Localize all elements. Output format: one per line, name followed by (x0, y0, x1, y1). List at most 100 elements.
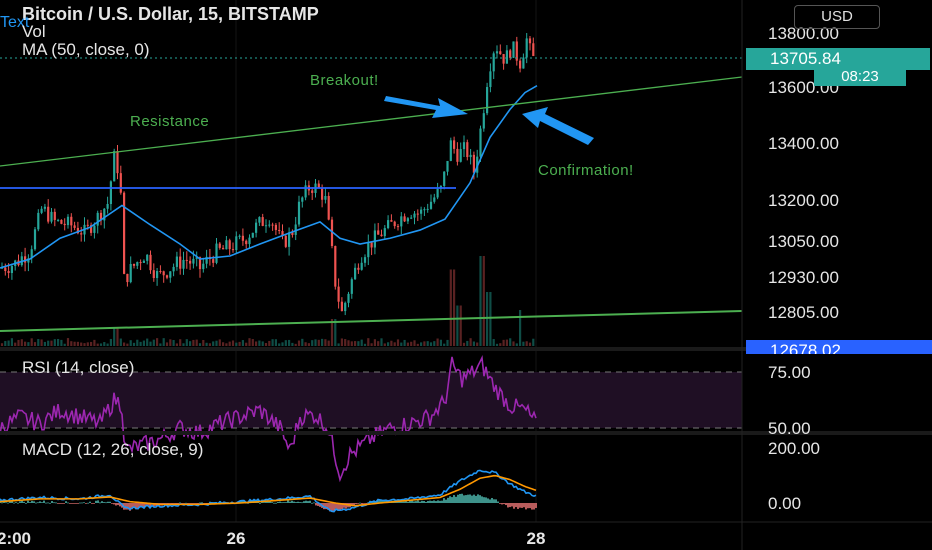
macd-histogram-bar (281, 502, 283, 504)
annotation-confirmation[interactable]: Confirmation! (538, 162, 634, 179)
volume-bars (0, 256, 535, 346)
macd-histogram-bar (95, 500, 97, 503)
candle-body (189, 260, 192, 264)
macd-histogram-bar (341, 503, 343, 510)
volume-bar (532, 338, 535, 346)
macd-histogram-bar (433, 500, 435, 503)
volume-bar (350, 341, 353, 346)
macd-histogram-bar (189, 503, 191, 504)
volume-bar (60, 339, 63, 346)
candle-body (96, 212, 99, 226)
candle-body (499, 51, 502, 55)
macd-histogram-bar (115, 503, 117, 506)
macd-histogram-bar (299, 502, 301, 503)
macd-histogram-bar (65, 501, 67, 503)
text-drawing-label[interactable]: Text (0, 14, 30, 31)
volume-bar (278, 343, 281, 346)
volume-bar (357, 341, 360, 346)
candle-body (456, 148, 459, 162)
volume-bar (413, 340, 416, 346)
macd-histogram-bar (55, 502, 57, 504)
candle-body (532, 43, 535, 56)
currency-button[interactable]: USD (794, 5, 880, 29)
macd-histogram-bar (439, 500, 441, 503)
macd-histogram-bar (59, 503, 61, 504)
macd-histogram-bar (525, 503, 527, 510)
volume-bar (20, 339, 23, 346)
candle-body (7, 271, 10, 274)
macd-histogram-bar (259, 502, 261, 504)
support-trendline[interactable] (0, 310, 743, 332)
candle-body (400, 216, 403, 227)
macd-histogram-bar (475, 495, 477, 503)
symbol-title[interactable]: Bitcoin / U.S. Dollar, 15, BITSTAMP (22, 4, 319, 24)
volume-bar (274, 339, 277, 346)
macd-histogram-bar (451, 497, 453, 503)
arrow-confirmation[interactable] (522, 107, 594, 145)
macd-histogram-bar (17, 502, 19, 504)
candle-body (512, 41, 515, 58)
volume-indicator-label[interactable]: Vol (22, 22, 46, 41)
volume-bar (393, 342, 396, 346)
volume-bar (86, 342, 89, 346)
macd-histogram-bar (113, 503, 115, 505)
rsi-band (0, 372, 742, 428)
volume-bar (109, 338, 112, 346)
volume-bar (515, 343, 518, 346)
candle-body (159, 271, 162, 273)
time-axis[interactable]: 2:00 26 28 (0, 529, 545, 548)
candle-body (482, 113, 485, 129)
candle-body (288, 232, 291, 247)
candle-body (185, 259, 188, 261)
candle-body (268, 224, 271, 226)
candle-body (360, 262, 363, 270)
volume-bar (509, 338, 512, 346)
macd-indicator-label[interactable]: MACD (12, 26, close, 9) (22, 440, 204, 459)
candle-body (396, 226, 400, 228)
arrow-breakout[interactable] (384, 96, 468, 118)
macd-histogram-bar (195, 503, 197, 504)
macd-histogram-bar (331, 503, 333, 512)
macd-histogram-bar (265, 501, 267, 503)
volume-bar (136, 339, 139, 346)
candle-body (10, 266, 13, 274)
macd-histogram-bar (153, 503, 155, 507)
volume-bar (189, 341, 192, 346)
macd-histogram-bar (1, 502, 3, 504)
volume-bar (433, 341, 436, 346)
macd-histogram-bar (109, 501, 111, 503)
macd-histogram-bar (75, 503, 77, 504)
candle-body (334, 246, 337, 287)
resistance-trendline[interactable] (0, 76, 743, 167)
candle-body (24, 256, 27, 263)
macd-histogram-bar (455, 496, 457, 503)
volume-bar (340, 338, 343, 346)
macd-histogram-bar (295, 502, 297, 503)
candle-body (60, 219, 63, 224)
annotation-breakout[interactable]: Breakout! (310, 72, 379, 89)
volume-bar (304, 342, 307, 346)
candle-body (70, 216, 73, 226)
volume-bar (17, 339, 20, 346)
volume-bar (66, 338, 70, 346)
volume-bar (429, 342, 433, 346)
candle-body (489, 71, 492, 88)
moving-average-indicator-label[interactable]: MA (50, close, 0) (22, 40, 150, 59)
volume-bar (301, 338, 304, 346)
candle-body (278, 229, 281, 232)
macd-histogram-bar (21, 500, 23, 503)
macd-histogram-bar (275, 502, 277, 504)
macd-histogram-bar (127, 503, 129, 510)
volume-bar (195, 339, 198, 346)
time-axis-tick: 28 (527, 529, 546, 548)
annotation-resistance[interactable]: Resistance (130, 113, 210, 130)
macd-histogram-bar (483, 497, 485, 503)
macd-histogram-bar (145, 503, 147, 506)
volume-bar (222, 342, 225, 346)
price-axis[interactable]: 13800.0013600.0013400.0013200.0013050.00… (768, 24, 839, 513)
macd-histogram-bar (381, 500, 383, 503)
rsi-indicator-label[interactable]: RSI (14, close) (22, 358, 135, 377)
macd-histogram-bar (287, 500, 289, 503)
candle-body (228, 240, 231, 250)
